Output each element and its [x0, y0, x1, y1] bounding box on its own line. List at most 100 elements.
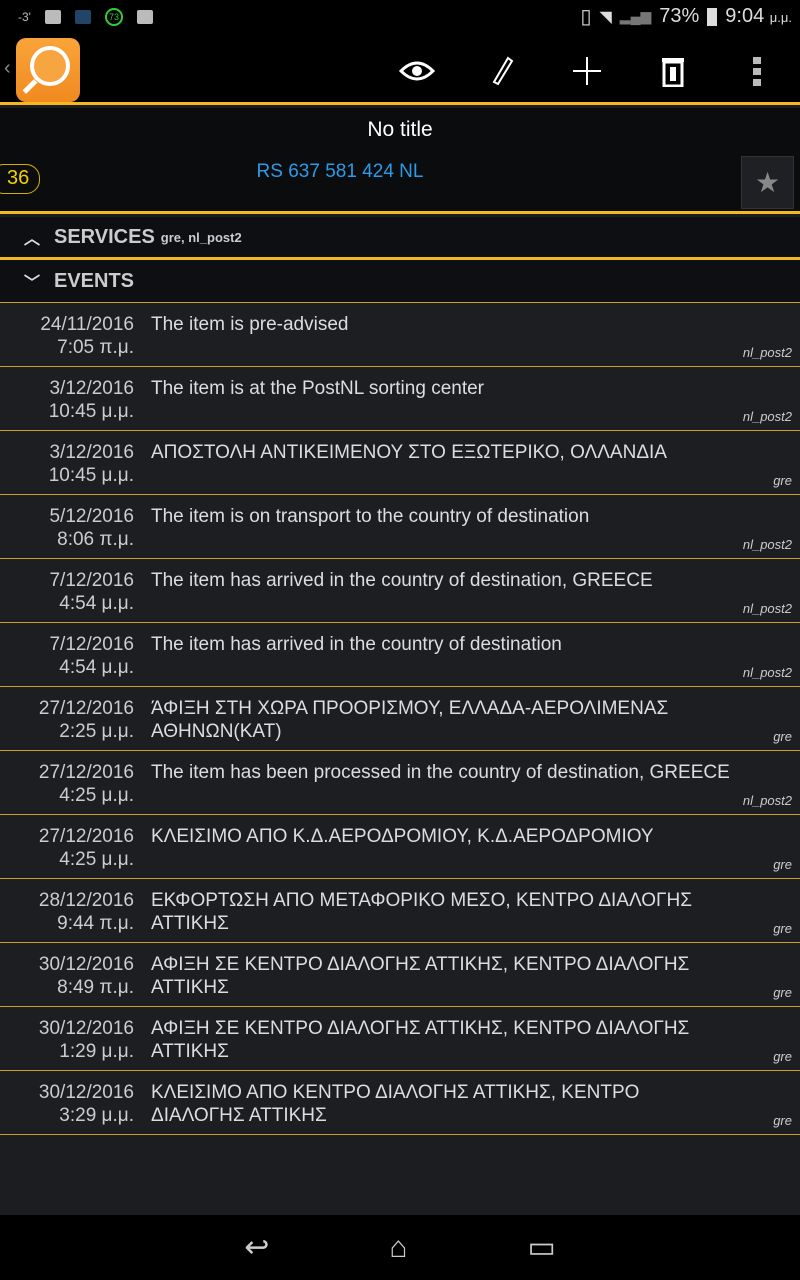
event-row[interactable]: 30/12/2016 8:49 π.μ. ΑΦΙΞΗ ΣΕ ΚΕΝΤΡΟ ΔΙΑΛΟ… [0, 943, 800, 1007]
event-description: ΚΛΕΙΣΙΜΟ ΑΠΟ Κ.Δ.ΑΕΡΟΔΡΟΜΙΟΥ, Κ.Δ.ΑΕΡΟΔΡ… [151, 826, 654, 847]
app-icon [74, 9, 91, 24]
parcel-header: No title 36 RS 637 581 424 NL ★ [0, 108, 800, 214]
events-section-header[interactable]: ﹀ EVENTS [0, 260, 800, 303]
events-label: EVENTS [54, 269, 135, 292]
event-description: The item has arrived in the country of d… [151, 570, 653, 591]
event-row[interactable]: 27/12/2016 4:25 μ.μ. The item has been pro… [0, 751, 800, 815]
tracking-number[interactable]: RS 637 581 424 NL [256, 161, 424, 182]
event-service: gre [773, 473, 792, 488]
star-icon: ★ [754, 167, 781, 198]
event-service: nl_post2 [742, 601, 792, 616]
event-service: nl_post2 [742, 537, 792, 552]
event-date: 5/12/2016 [49, 506, 134, 527]
event-time: 4:54 μ.μ. [59, 593, 134, 614]
event-service: gre [773, 1113, 792, 1128]
event-date: 24/11/2016 [40, 314, 134, 335]
event-service: gre [773, 857, 792, 872]
event-description: ΕΚΦΟΡΤΩΣΗ ΑΠΟ ΜΕΤΑΦΟΡΙΚΟ ΜΕΣΟ, ΚΕΝΤΡΟ ΔΙ… [151, 890, 692, 934]
event-time: 7:05 π.μ. [57, 337, 134, 358]
event-description: The item is at the PostNL sorting center [151, 378, 485, 399]
event-service: gre [773, 921, 792, 936]
plus-icon[interactable] [565, 49, 609, 93]
event-time: 1:29 μ.μ. [59, 1041, 134, 1062]
overflow-menu-icon[interactable] [735, 49, 779, 93]
event-time: 10:45 μ.μ. [48, 465, 134, 486]
notification-count: 73 [104, 7, 123, 26]
event-time: 10:45 μ.μ. [48, 401, 134, 422]
event-date: 7/12/2016 [49, 570, 134, 591]
event-service: nl_post2 [742, 345, 792, 360]
recents-nav-icon[interactable]: ▭ [527, 1231, 556, 1264]
clock-ampm: μ.μ. [769, 10, 792, 25]
event-date: 30/12/2016 [38, 954, 134, 975]
rotate-icon: ▯ [580, 6, 592, 28]
event-description: The item has arrived in the country of d… [151, 634, 562, 655]
back-nav-icon[interactable]: ↩ [244, 1231, 270, 1264]
home-nav-icon[interactable]: ⌂ [389, 1230, 408, 1264]
event-row[interactable]: 7/12/2016 4:54 μ.μ. The item has arrived i… [0, 559, 800, 623]
clock: 9:04 [725, 5, 765, 27]
event-description: ΚΛΕΙΣΙΜΟ ΑΠΟ ΚΕΝΤΡΟ ΔΙΑΛΟΓΗΣ ΑΤΤΙΚΗΣ, ΚΕ… [151, 1082, 640, 1126]
event-date: 30/12/2016 [38, 1018, 134, 1039]
event-date: 28/12/2016 [38, 890, 134, 911]
event-description: The item is on transport to the country … [151, 506, 590, 527]
event-time: 4:25 μ.μ. [59, 849, 134, 870]
event-date: 27/12/2016 [38, 762, 134, 783]
status-bar: -3' 73 ▯ ◥ ▂▄▆ 73% 9:04 μ.μ. [0, 0, 800, 33]
event-time: 8:06 π.μ. [57, 529, 134, 550]
back-caret-icon[interactable]: ‹ [4, 57, 11, 79]
navigation-bar: ↩ ⌂ ▭ [0, 1215, 800, 1280]
signal-icon: ▂▄▆ [619, 8, 652, 24]
event-row[interactable]: 27/12/2016 2:25 μ.μ. ΆΦΙΞΗ ΣΤΗ ΧΩΡΑ ΠΡΟΟΡΙ… [0, 687, 800, 751]
event-date: 7/12/2016 [49, 634, 134, 655]
action-bar: ‹ [0, 33, 800, 105]
event-service: gre [773, 729, 792, 744]
services-label: SERVICES [54, 225, 155, 248]
event-description: The item has been processed in the count… [151, 762, 730, 783]
app-logo[interactable] [16, 38, 80, 102]
chevron-up-icon: ︿ [24, 231, 41, 248]
wifi-icon: ◥ [599, 8, 612, 26]
event-row[interactable]: 30/12/2016 3:29 μ.μ. ΚΛΕΙΣΙΜΟ ΑΠΟ ΚΕΝΤΡΟ Δ… [0, 1071, 800, 1135]
services-section-header[interactable]: ︿ SERVICES gre, nl_post2 [0, 217, 800, 260]
event-service: nl_post2 [742, 793, 792, 808]
event-description: The item is pre-advised [151, 314, 349, 335]
services-value: gre, nl_post2 [160, 229, 242, 245]
trash-icon[interactable] [651, 49, 695, 93]
event-row[interactable]: 3/12/2016 10:45 μ.μ. ΑΠΟΣΤΟΛΗ ΑΝΤΙΚΕΙΜΕΝΟΥ… [0, 431, 800, 495]
event-service: gre [773, 985, 792, 1000]
event-service: nl_post2 [742, 665, 792, 680]
event-date: 27/12/2016 [38, 826, 134, 847]
parcel-title: No title [367, 118, 433, 141]
eye-icon[interactable] [395, 49, 439, 93]
event-date: 3/12/2016 [49, 442, 134, 463]
days-badge: 36 [0, 164, 41, 194]
event-row[interactable]: 7/12/2016 4:54 μ.μ. The item has arrived i… [0, 623, 800, 687]
event-time: 4:54 μ.μ. [59, 657, 134, 678]
battery-percent: 73% [659, 5, 700, 27]
event-description: ΆΦΙΞΗ ΣΤΗ ΧΩΡΑ ΠΡΟΟΡΙΣΜΟΥ, ΕΛΛΑΔΑ-ΑΕΡΟΛΙ… [151, 698, 669, 742]
event-row[interactable]: 27/12/2016 4:25 μ.μ. ΚΛΕΙΣΙΜΟ ΑΠΟ Κ.Δ.ΑΕΡΟ… [0, 815, 800, 879]
event-row[interactable]: 5/12/2016 8:06 π.μ. The item is on transpo… [0, 495, 800, 559]
temperature: -3' [18, 9, 31, 24]
event-time: 8:49 π.μ. [57, 977, 134, 998]
battery-icon [707, 7, 718, 26]
event-time: 4:25 μ.μ. [59, 785, 134, 806]
event-time: 9:44 π.μ. [57, 913, 134, 934]
event-date: 3/12/2016 [49, 378, 134, 399]
event-description: ΑΠΟΣΤΟΛΗ ΑΝΤΙΚΕΙΜΕΝΟΥ ΣΤΟ ΕΞΩΤΕΡΙΚΟ, ΟΛΛ… [151, 442, 667, 463]
event-row[interactable]: 30/12/2016 1:29 μ.μ. ΑΦΙΞΗ ΣΕ ΚΕΝΤΡΟ ΔΙΑΛΟ… [0, 1007, 800, 1071]
event-row[interactable]: 28/12/2016 9:44 π.μ. ΕΚΦΟΡΤΩΣΗ ΑΠΟ ΜΕΤΑΦΟΡ… [0, 879, 800, 943]
event-row[interactable]: 3/12/2016 10:45 μ.μ. The item is at the Po… [0, 367, 800, 431]
event-description: ΑΦΙΞΗ ΣΕ ΚΕΝΤΡΟ ΔΙΑΛΟΓΗΣ ΑΤΤΙΚΗΣ, ΚΕΝΤΡΟ… [151, 1018, 690, 1062]
clipboard-icon [136, 9, 153, 24]
event-row[interactable]: 24/11/2016 7:05 π.μ. The item is pre-advis… [0, 303, 800, 367]
event-time: 3:29 μ.μ. [59, 1105, 134, 1126]
events-list: 24/11/2016 7:05 π.μ. The item is pre-advis… [0, 303, 800, 1135]
pencil-icon[interactable] [480, 49, 524, 93]
favorite-star-button[interactable]: ★ [741, 156, 794, 209]
event-date: 30/12/2016 [38, 1082, 134, 1103]
chevron-down-icon: ﹀ [24, 275, 41, 292]
event-service: gre [773, 1049, 792, 1064]
event-service: nl_post2 [742, 409, 792, 424]
